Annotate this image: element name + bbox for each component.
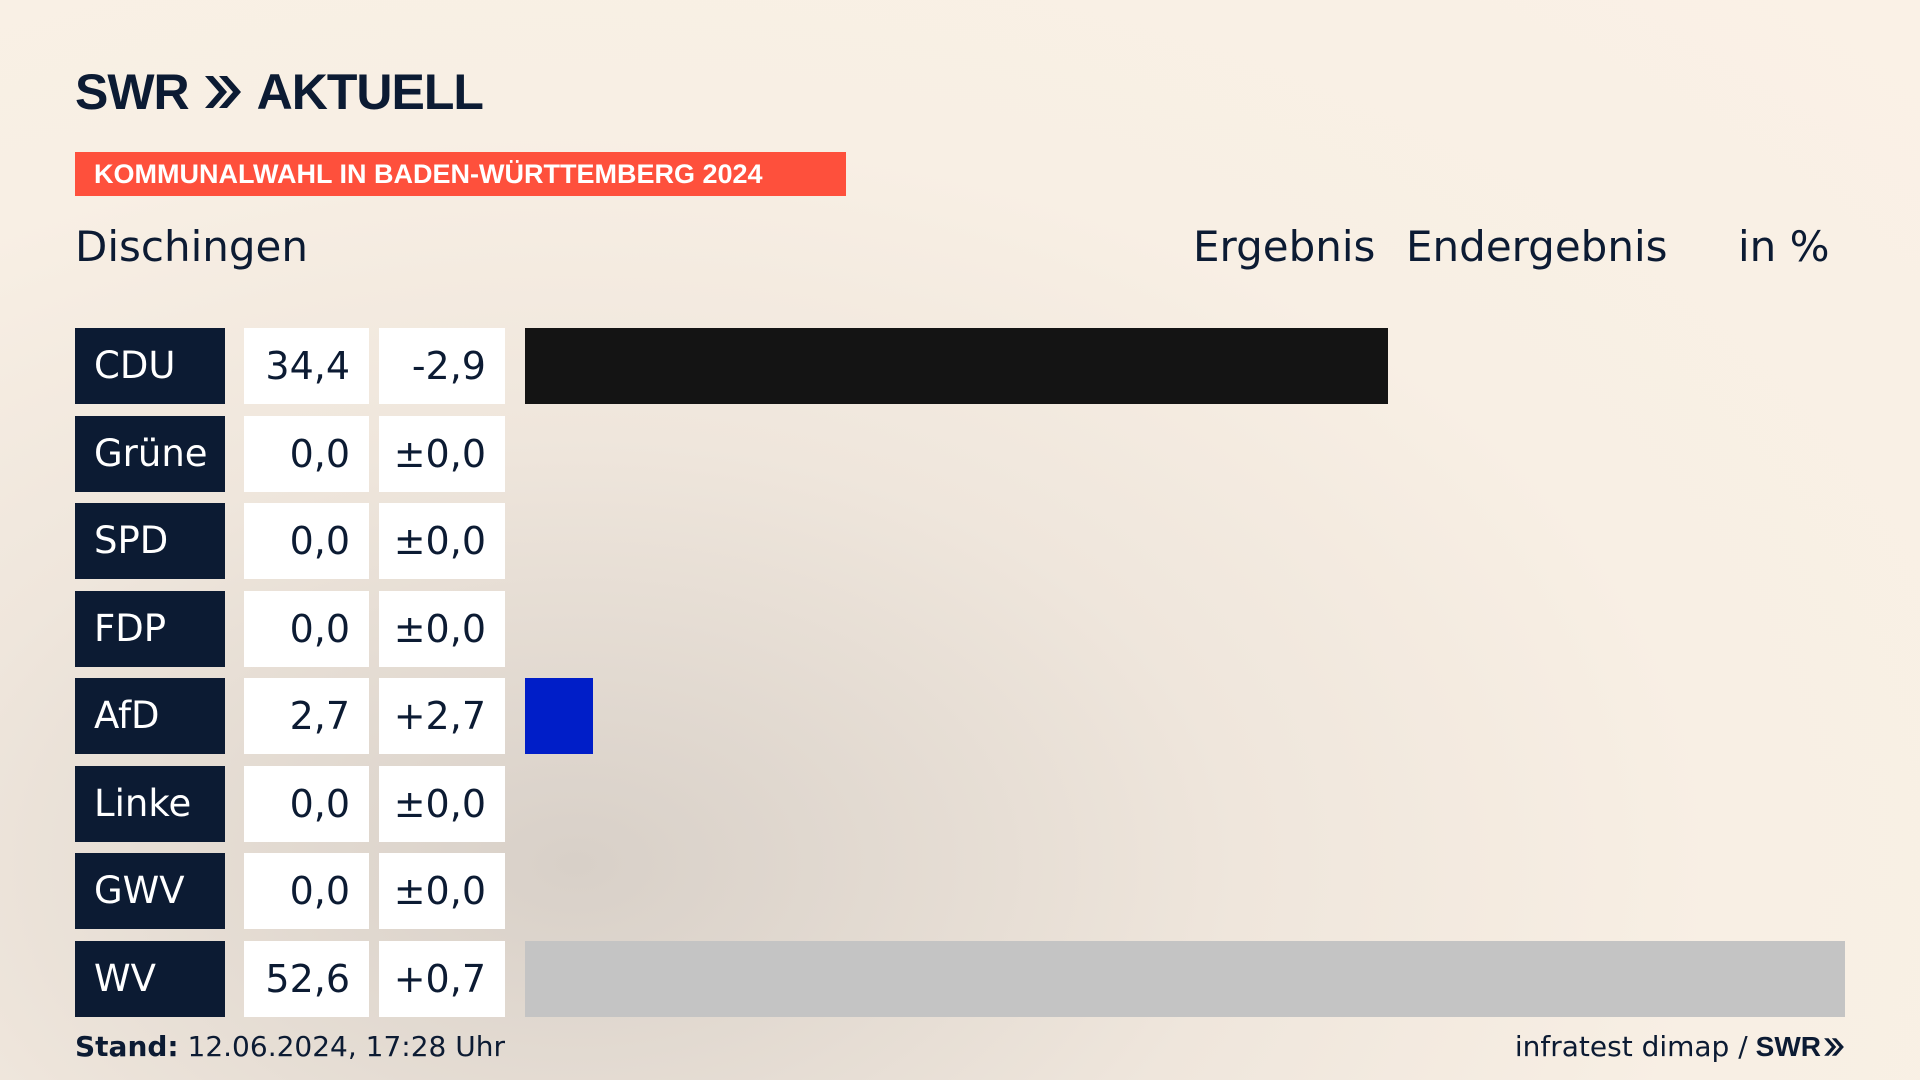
header-ergebnis: Ergebnis (1193, 222, 1376, 271)
result-bar (525, 678, 593, 754)
source-text: infratest dimap / (1514, 1030, 1748, 1063)
share-value: 2,7 (244, 678, 369, 754)
diff-value: ±0,0 (379, 415, 505, 492)
share-value: 0,0 (244, 765, 369, 842)
party-label: SPD (75, 503, 225, 579)
party-label: WV (75, 940, 225, 1017)
share-value: 0,0 (244, 853, 369, 929)
logo-swr-text: SWR (75, 64, 190, 120)
header-endergebnis: Endergebnis (1406, 222, 1668, 271)
footer-source: infratest dimap / SWR (1515, 1030, 1845, 1063)
result-row-cdu: CDU 34,4 -2,9 (75, 328, 1845, 404)
mini-chevron-icon (1824, 1037, 1844, 1056)
result-row-fdp: FDP 0,0 ±0,0 (75, 590, 1845, 667)
diff-value: ±0,0 (379, 853, 505, 929)
party-label: Linke (75, 765, 225, 842)
stand-label: Stand: (75, 1030, 179, 1063)
swr-aktuell-logo: SWR AKTUELL (75, 64, 484, 120)
party-label: Grüne (75, 415, 225, 492)
result-row-grne: Grüne 0,0 ±0,0 (75, 415, 1845, 492)
region-title: Dischingen (75, 222, 309, 271)
party-label: FDP (75, 590, 225, 667)
logo-aktuell-text: AKTUELL (256, 64, 484, 120)
share-value: 0,0 (244, 503, 369, 579)
diff-value: ±0,0 (379, 503, 505, 579)
result-row-wv: WV 52,6 +0,7 (75, 940, 1845, 1017)
party-label: CDU (75, 328, 225, 404)
swr-mini-logo: SWR (1756, 1031, 1845, 1063)
diff-value: -2,9 (379, 328, 505, 404)
party-label: GWV (75, 853, 225, 929)
double-chevron-icon (203, 74, 243, 110)
mini-logo-text: SWR (1755, 1030, 1821, 1062)
header-unit: in % (1738, 222, 1830, 271)
result-row-spd: SPD 0,0 ±0,0 (75, 503, 1845, 579)
result-row-afd: AfD 2,7 +2,7 (75, 678, 1845, 754)
diff-value: +0,7 (379, 940, 505, 1017)
diff-value: ±0,0 (379, 590, 505, 667)
election-banner: KOMMUNALWAHL IN BADEN-WÜRTTEMBERG 2024 (75, 152, 846, 196)
result-bar (525, 940, 1845, 1017)
share-value: 0,0 (244, 415, 369, 492)
footer-stand: Stand: 12.06.2024, 17:28 Uhr (75, 1030, 505, 1063)
diff-value: +2,7 (379, 678, 505, 754)
stand-timestamp: 12.06.2024, 17:28 Uhr (187, 1030, 505, 1063)
result-row-linke: Linke 0,0 ±0,0 (75, 765, 1845, 842)
share-value: 52,6 (244, 940, 369, 1017)
party-label: AfD (75, 678, 225, 754)
share-value: 0,0 (244, 590, 369, 667)
result-row-gwv: GWV 0,0 ±0,0 (75, 853, 1845, 929)
diff-value: ±0,0 (379, 765, 505, 842)
share-value: 34,4 (244, 328, 369, 404)
result-bar (525, 328, 1389, 404)
